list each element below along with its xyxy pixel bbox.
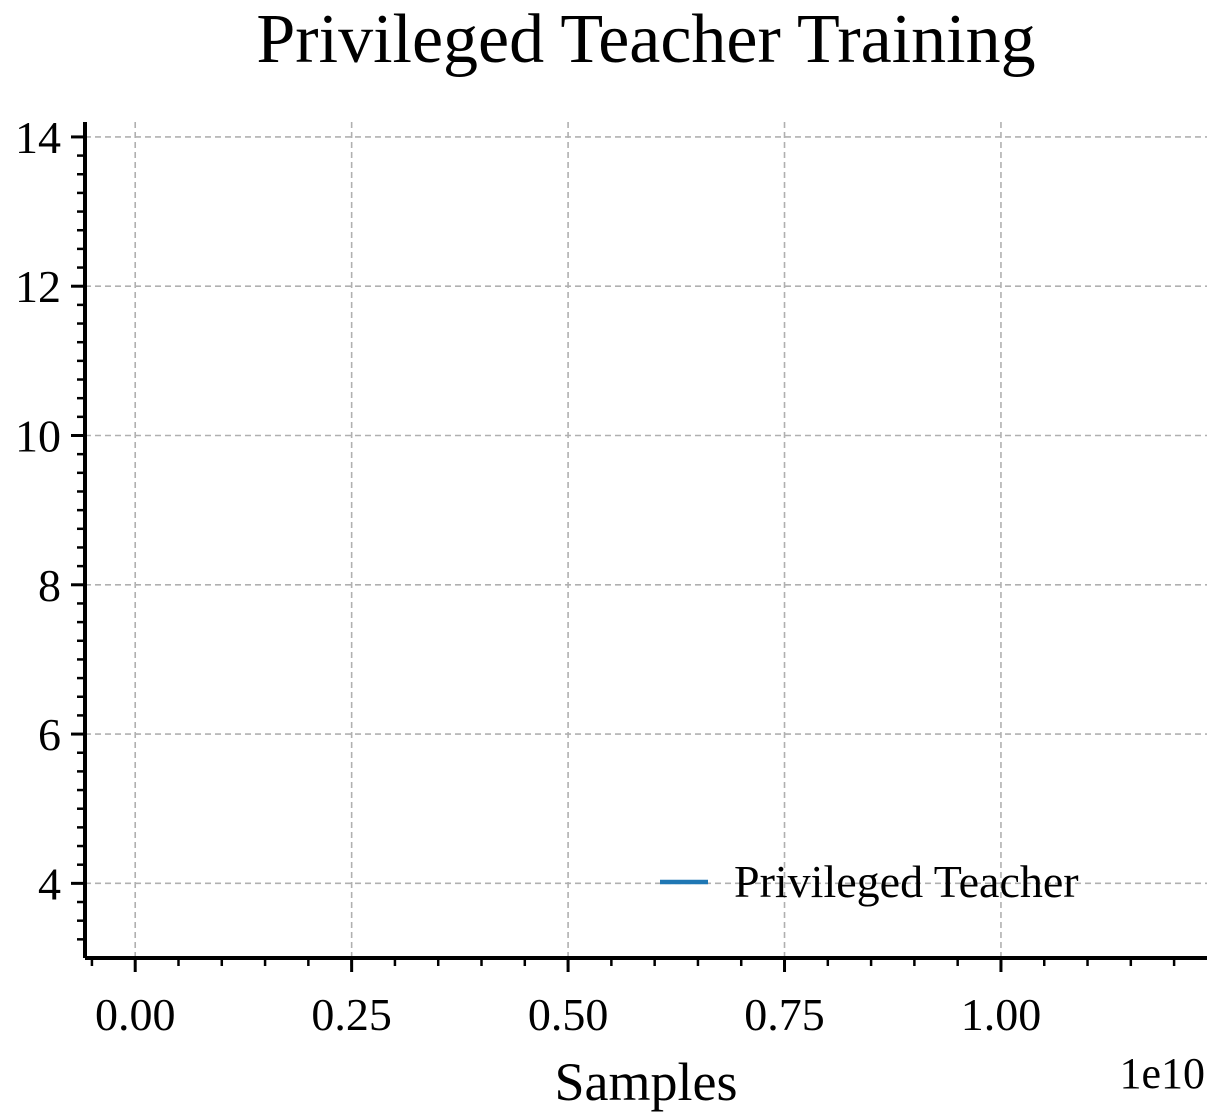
- x-axis-label: Samples: [555, 1052, 738, 1112]
- legend-label: Privileged Teacher: [734, 856, 1079, 907]
- x-offset-label: 1e10: [1119, 1049, 1205, 1098]
- x-tick-label: 1.00: [961, 989, 1042, 1040]
- y-tick-label: 8: [38, 560, 61, 611]
- x-tick-label: 0.75: [744, 989, 825, 1040]
- y-tick-label: 10: [15, 411, 61, 462]
- y-tick-label: 4: [38, 858, 61, 909]
- x-tick-label: 0.50: [528, 989, 609, 1040]
- chart-title: Privileged Teacher Training: [256, 1, 1035, 78]
- y-tick-label: 14: [15, 112, 61, 163]
- y-tick-label: 6: [38, 709, 61, 760]
- x-tick-label: 0.00: [95, 989, 176, 1040]
- y-tick-label: 12: [15, 261, 61, 312]
- x-tick-label: 0.25: [311, 989, 392, 1040]
